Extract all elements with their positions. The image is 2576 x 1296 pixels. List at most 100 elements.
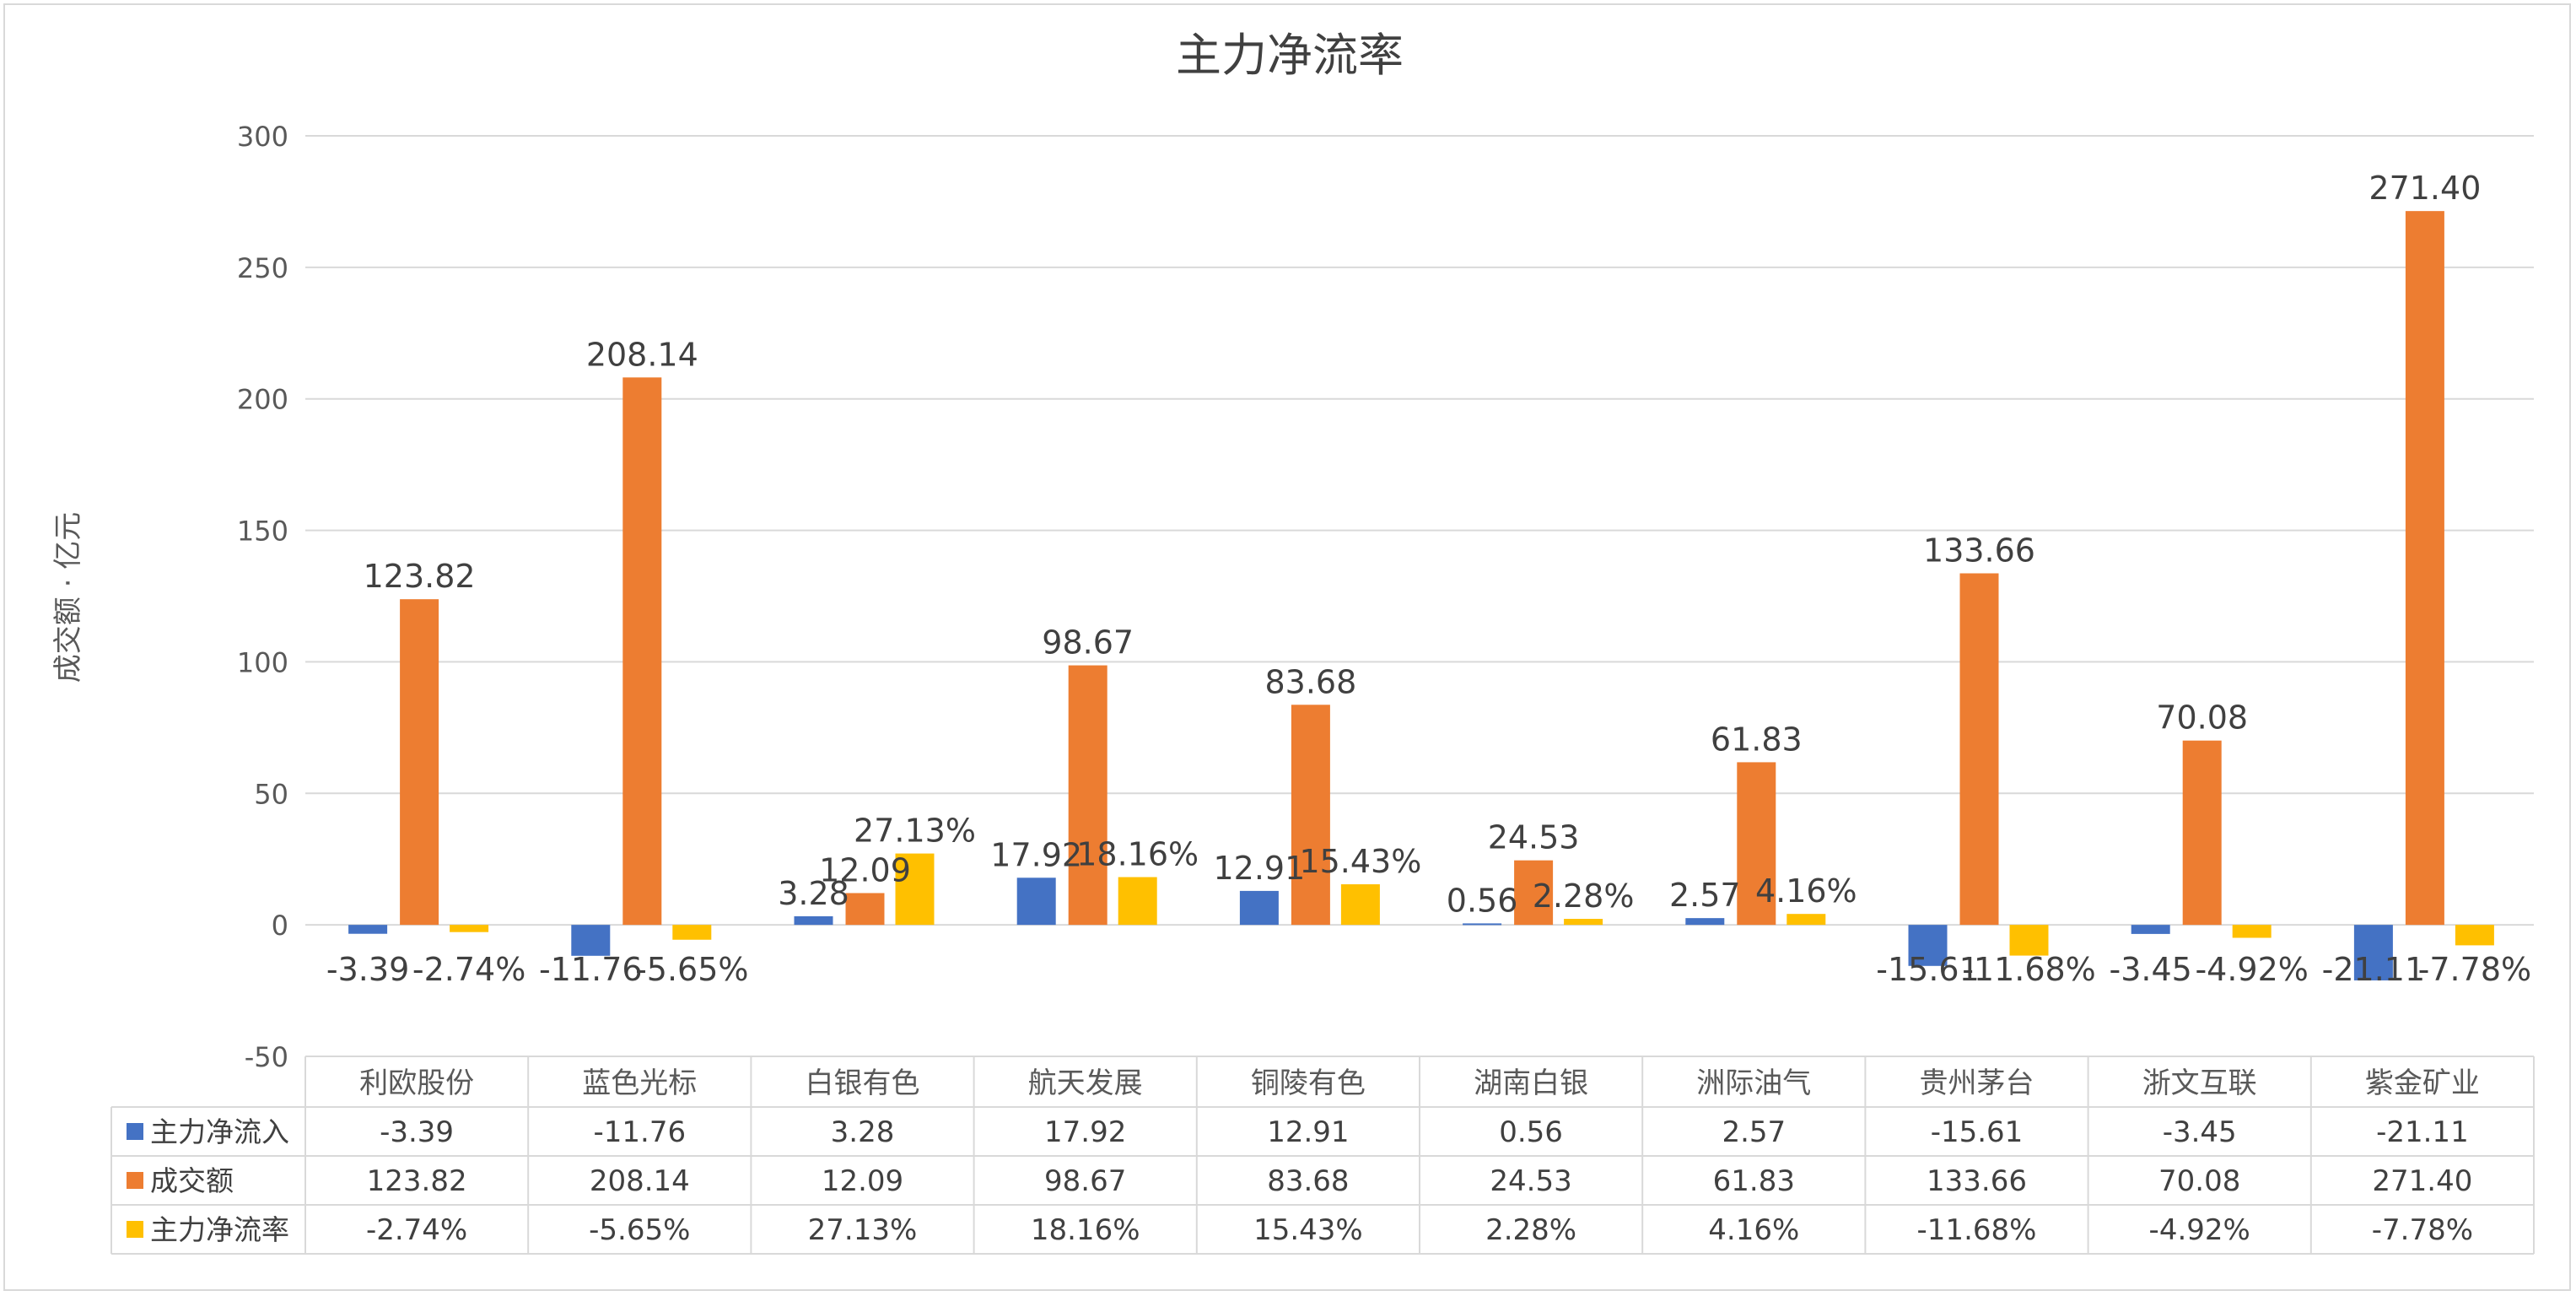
bar	[1291, 705, 1330, 926]
bar	[571, 925, 611, 956]
bar	[400, 599, 439, 926]
bar	[672, 925, 712, 940]
y-tick-label: 0	[272, 910, 288, 942]
legend-label: 主力净流入	[150, 1115, 289, 1148]
table-cell: 98.67	[1044, 1164, 1126, 1198]
table-cell: 4.16%	[1708, 1213, 1799, 1247]
table-cell: 208.14	[590, 1164, 690, 1198]
bar	[348, 925, 388, 934]
table-cell: 2.28%	[1485, 1213, 1576, 1247]
data-label: 61.83	[1711, 721, 1803, 758]
data-label: 70.08	[2156, 699, 2248, 737]
data-label: 3.28	[778, 875, 849, 912]
category-label: 贵州茅台	[1920, 1066, 2034, 1100]
data-label: 4.16%	[1755, 872, 1857, 910]
table-cell: 123.82	[367, 1164, 467, 1198]
bar	[2182, 740, 2222, 926]
bar	[2405, 211, 2444, 926]
bar	[1514, 860, 1554, 926]
y-tick-label: 50	[254, 778, 288, 810]
bar	[2455, 925, 2494, 946]
data-label: 24.53	[1488, 819, 1580, 856]
legend-swatch	[127, 1172, 143, 1189]
legend-label: 成交额	[150, 1164, 234, 1197]
table-cell: 2.57	[1722, 1115, 1786, 1149]
y-tick-label: 200	[237, 384, 288, 416]
bar	[1239, 890, 1279, 926]
category-label: 蓝色光标	[582, 1066, 697, 1100]
table-cell: 17.92	[1044, 1115, 1126, 1149]
table-cell: 18.16%	[1031, 1213, 1140, 1247]
legend-swatch	[127, 1221, 143, 1238]
bar	[1068, 665, 1107, 926]
data-label: -3.39	[326, 951, 409, 988]
bar	[845, 893, 885, 926]
bar	[1118, 877, 1157, 926]
chart-frame	[3, 3, 2571, 1291]
data-label: 2.57	[1669, 877, 1741, 914]
bar	[1564, 919, 1603, 926]
table-cell: -7.78%	[2372, 1213, 2473, 1247]
bar	[1959, 573, 1999, 926]
data-label: -7.78%	[2418, 951, 2531, 988]
data-label: 271.40	[2369, 170, 2481, 207]
data-label: 98.67	[1042, 624, 1134, 662]
y-axis-label: 成交额 · 亿元	[51, 512, 85, 683]
category-label: 航天发展	[1028, 1066, 1143, 1100]
data-label: 2.28%	[1533, 878, 1635, 915]
bar	[2009, 925, 2049, 956]
table-cell: 133.66	[1927, 1164, 2027, 1198]
data-label: -3.45	[2110, 951, 2192, 988]
table-cell: 12.09	[822, 1164, 903, 1198]
bars	[348, 211, 2494, 980]
table-cell: 24.53	[1490, 1164, 1571, 1198]
y-tick-label: 300	[237, 121, 288, 153]
table-cell: -3.45	[2163, 1115, 2237, 1149]
table-cell: -15.61	[1931, 1115, 2024, 1149]
bar	[1340, 884, 1380, 926]
table-cell: -2.74%	[366, 1213, 467, 1247]
data-label: 208.14	[586, 336, 698, 373]
category-label: 白银有色	[806, 1066, 920, 1100]
bar	[1685, 918, 1725, 926]
table-cell: 15.43%	[1253, 1213, 1363, 1247]
y-axis-ticks: -50 0 50 100 150 200 250 300	[237, 121, 288, 1073]
data-label: 83.68	[1265, 663, 1357, 700]
data-label: 12.09	[819, 851, 911, 888]
data-label: 27.13%	[854, 813, 976, 850]
data-label: -4.92%	[2195, 951, 2308, 988]
data-label: 15.43%	[1299, 843, 1421, 880]
bar	[1786, 914, 1826, 926]
table-cell: -11.68%	[1917, 1213, 2037, 1247]
data-label: -2.74%	[412, 951, 525, 988]
category-label: 利欧股份	[359, 1066, 474, 1100]
data-label: 17.92	[990, 836, 1082, 873]
category-label: 紫金矿业	[2365, 1066, 2480, 1100]
table-cell: 70.08	[2158, 1164, 2240, 1198]
table-cell: 3.28	[831, 1115, 895, 1149]
bar	[1463, 923, 1502, 926]
table-cell: -3.39	[380, 1115, 454, 1149]
category-label: 浙文互联	[2142, 1066, 2257, 1100]
table-cell: 0.56	[1499, 1115, 1563, 1149]
bar	[2131, 925, 2170, 934]
data-label: -5.65%	[635, 951, 748, 988]
data-label: -15.61	[1876, 951, 1980, 988]
data-label: 0.56	[1447, 882, 1518, 919]
table-cell: -21.11	[2376, 1115, 2469, 1149]
table-cell: 83.68	[1267, 1164, 1349, 1198]
bar	[1737, 762, 1776, 926]
category-label: 铜陵有色	[1251, 1066, 1366, 1100]
table-cell: -4.92%	[2149, 1213, 2250, 1247]
legend-swatch	[127, 1123, 143, 1140]
table-cell: 12.91	[1267, 1115, 1349, 1149]
bar	[2353, 925, 2393, 980]
data-table: 利欧股份 蓝色光标 白银有色 航天发展 铜陵有色 湖南白银 洲际油气 贵州茅台 浙文互联 紫金矿业…	[110, 1056, 2535, 1255]
data-label: -11.68%	[1962, 951, 2096, 988]
bar	[622, 377, 662, 926]
data-label: -21.11	[2322, 951, 2426, 988]
bar	[450, 925, 489, 932]
table-cell: -11.76	[593, 1115, 686, 1149]
